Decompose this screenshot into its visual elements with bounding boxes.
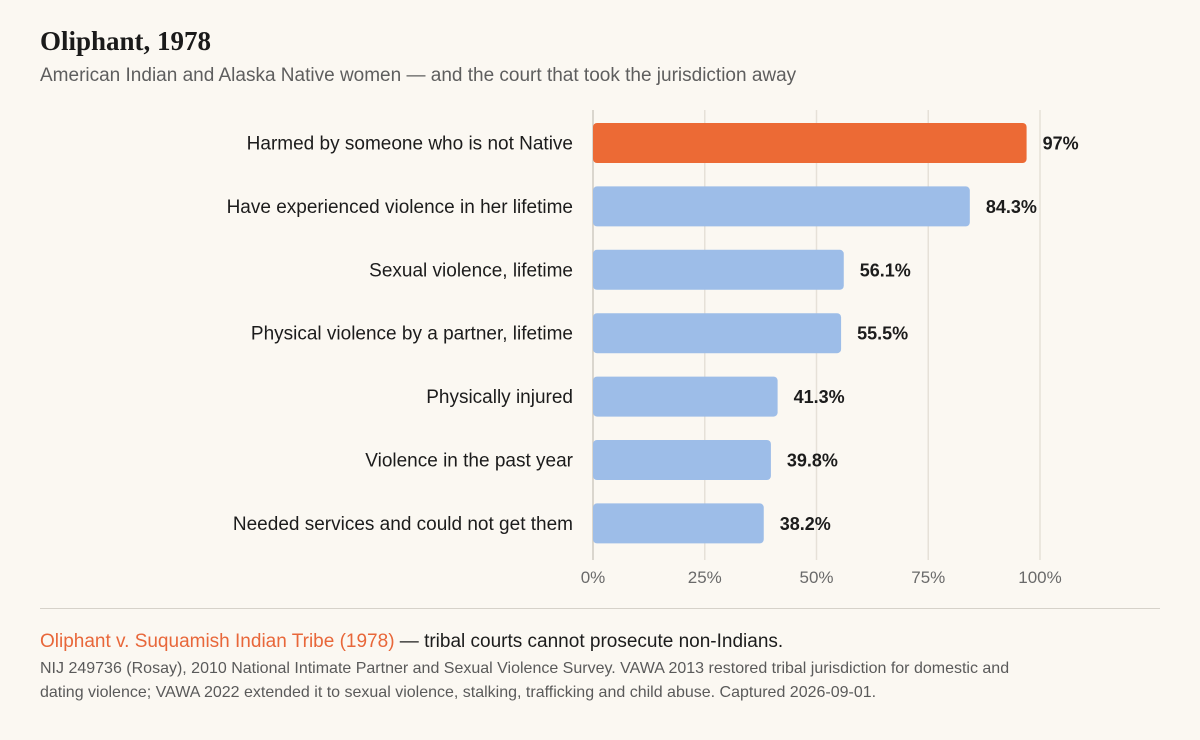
category-label: Needed services and could not get them [233,514,573,535]
footer-divider [40,608,1160,609]
category-label: Violence in the past year [365,451,573,472]
value-label: 56.1% [860,260,911,280]
case-name: Oliphant v. Suquamish Indian Tribe (1978… [40,631,395,652]
value-label: 41.3% [794,387,845,407]
footnote-source: NIJ 249736 (Rosay), 2010 National Intima… [40,660,1010,701]
chart-title: Oliphant, 1978 [40,26,212,56]
bar [593,503,764,544]
category-label: Have experienced violence in her lifetim… [227,197,573,218]
x-tick-label: 25% [688,568,722,587]
value-label: 38.2% [780,514,831,534]
x-tick-label: 100% [1018,568,1061,587]
bar [593,440,771,480]
category-label: Physical violence by a partner, lifetime [251,324,573,345]
x-tick-label: 75% [911,568,945,587]
category-label: Sexual violence, lifetime [369,260,573,281]
category-labels: Harmed by someone who is not Native Have … [227,134,574,535]
footnote-case: Oliphant v. Suquamish Indian Tribe (1978… [40,631,783,653]
value-label: 39.8% [787,451,838,471]
bar [593,186,970,227]
value-label: 55.5% [857,324,908,344]
value-labels: 97% 84.3% 56.1% 55.5% 41.3% 39.8% 38.2% [780,134,1079,534]
category-label: Harmed by someone who is not Native [247,134,573,155]
x-axis-ticks: 0% 25% 50% 75% 100% [581,568,1062,587]
bar [593,313,842,354]
bar-chart: Harmed by someone who is not Native Have … [227,110,1079,587]
bar [593,249,844,290]
bar [593,123,1027,163]
chart-subtitle: American Indian and Alaska Native women … [40,65,797,86]
bars [593,123,1027,544]
category-label: Physically injured [426,387,573,408]
bar [593,376,778,417]
value-label: 84.3% [986,197,1037,217]
x-tick-label: 50% [799,568,833,587]
x-tick-label: 0% [581,568,606,587]
case-text: — tribal courts cannot prosecute non-Ind… [394,631,784,652]
value-label: 97% [1043,134,1079,154]
